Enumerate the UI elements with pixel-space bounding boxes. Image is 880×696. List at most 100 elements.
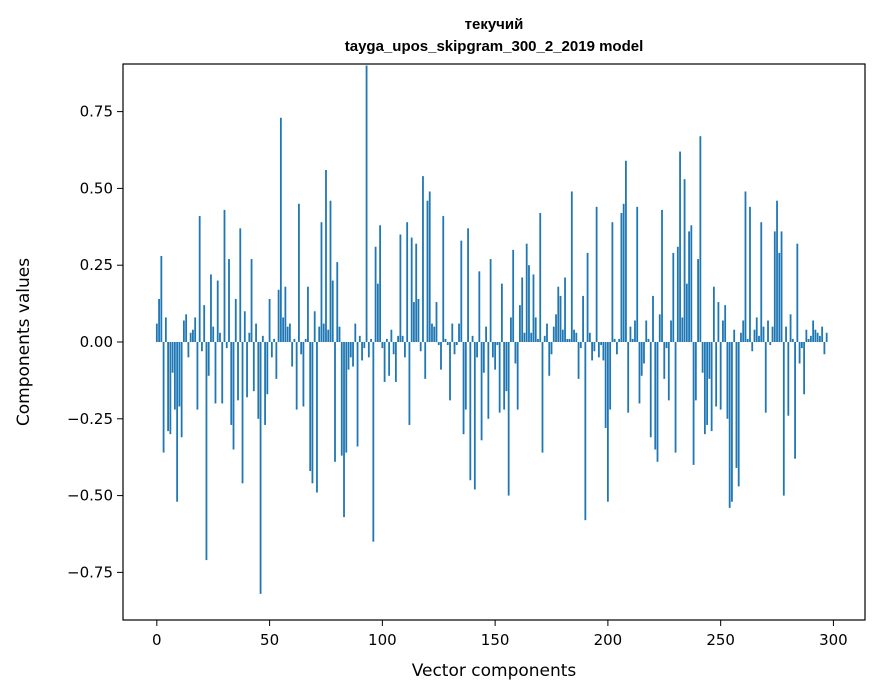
bar-273	[771, 326, 774, 342]
bar-173	[546, 323, 548, 342]
bar-123	[433, 326, 436, 342]
bar-117	[419, 342, 422, 352]
bar-202	[611, 222, 614, 342]
bar-157	[510, 317, 512, 342]
bar-78	[331, 280, 334, 342]
bar-266	[755, 317, 758, 342]
bar-86	[349, 342, 352, 358]
plot-area-frame	[122, 63, 866, 621]
bar-280	[787, 342, 790, 416]
chart-title: текучий	[465, 16, 524, 33]
bar-165	[528, 265, 530, 342]
bar-46	[259, 342, 262, 594]
bar-265	[753, 329, 756, 342]
bar-95	[370, 338, 372, 342]
bar-14	[187, 342, 190, 358]
bar-188	[579, 342, 582, 349]
bar-132	[453, 342, 456, 355]
bar-106	[394, 342, 397, 382]
bar-17	[194, 317, 197, 342]
bar-293	[816, 332, 819, 342]
bar-45	[257, 342, 260, 419]
bar-297	[825, 332, 828, 342]
bar-242	[701, 342, 704, 373]
bar-176	[552, 326, 555, 342]
bar-245	[708, 342, 711, 379]
bar-248	[715, 342, 718, 407]
bar-256	[733, 329, 736, 342]
bar-207	[622, 203, 625, 342]
bar-171	[541, 342, 544, 453]
bar-67	[307, 286, 309, 342]
bar-59	[288, 323, 291, 342]
x-tick-label: 50	[260, 631, 279, 649]
bar-220	[652, 295, 654, 342]
bar-161	[519, 305, 521, 342]
bar-90	[358, 335, 361, 342]
bar-60	[291, 342, 294, 367]
bar-107	[397, 335, 400, 342]
bar-138	[467, 228, 469, 342]
bar-28	[219, 332, 221, 342]
bar-279	[785, 326, 787, 342]
y-tick-label: −0.50	[67, 487, 113, 505]
bar-232	[679, 151, 681, 342]
bar-201	[609, 342, 612, 410]
bar-239	[694, 342, 697, 401]
bar-27	[216, 280, 219, 342]
bar-274	[773, 231, 776, 342]
bar-52	[273, 338, 275, 342]
bar-133	[455, 342, 458, 346]
bar-129	[446, 342, 449, 346]
bar-88	[354, 323, 357, 342]
bar-286	[800, 342, 803, 349]
bar-175	[550, 342, 553, 355]
y-tick-label: 0.00	[80, 333, 113, 351]
bar-213	[636, 206, 639, 342]
bar-54	[277, 289, 280, 342]
bar-260	[742, 320, 745, 342]
bar-254	[728, 342, 731, 508]
bar-9	[176, 342, 179, 502]
bar-170	[539, 212, 542, 342]
bar-69	[311, 342, 314, 484]
bar-192	[588, 332, 591, 342]
bar-210	[629, 326, 632, 342]
bar-166	[530, 332, 533, 342]
bar-13	[185, 314, 188, 342]
bar-292	[814, 329, 817, 342]
bar-92	[363, 342, 366, 349]
bar-135	[460, 240, 463, 342]
bar-296	[823, 342, 826, 355]
bar-225	[663, 342, 666, 379]
bar-184	[570, 191, 573, 342]
bar-185	[573, 329, 575, 342]
bar-272	[769, 342, 772, 346]
bar-34	[232, 342, 235, 450]
bar-26	[214, 342, 217, 404]
bar-199	[604, 342, 607, 429]
bar-257	[735, 342, 738, 468]
bar-191	[586, 252, 589, 342]
bar-174	[548, 342, 551, 376]
bar-127	[442, 216, 445, 342]
bar-71	[316, 342, 318, 493]
bar-111	[406, 222, 409, 342]
bar-151	[496, 342, 499, 346]
bar-44	[255, 323, 257, 342]
bar-158	[512, 249, 515, 342]
bar-91	[361, 342, 363, 361]
bar-1	[158, 298, 160, 342]
bar-105	[392, 342, 395, 355]
bar-263	[749, 206, 751, 342]
bar-84	[345, 342, 348, 453]
bar-212	[634, 320, 636, 342]
bar-163	[523, 332, 526, 342]
bar-80	[336, 262, 339, 342]
bar-47	[261, 335, 264, 342]
bar-267	[758, 335, 760, 342]
bar-172	[543, 335, 546, 342]
bar-295	[821, 326, 824, 342]
x-tick-label: 300	[819, 631, 848, 649]
